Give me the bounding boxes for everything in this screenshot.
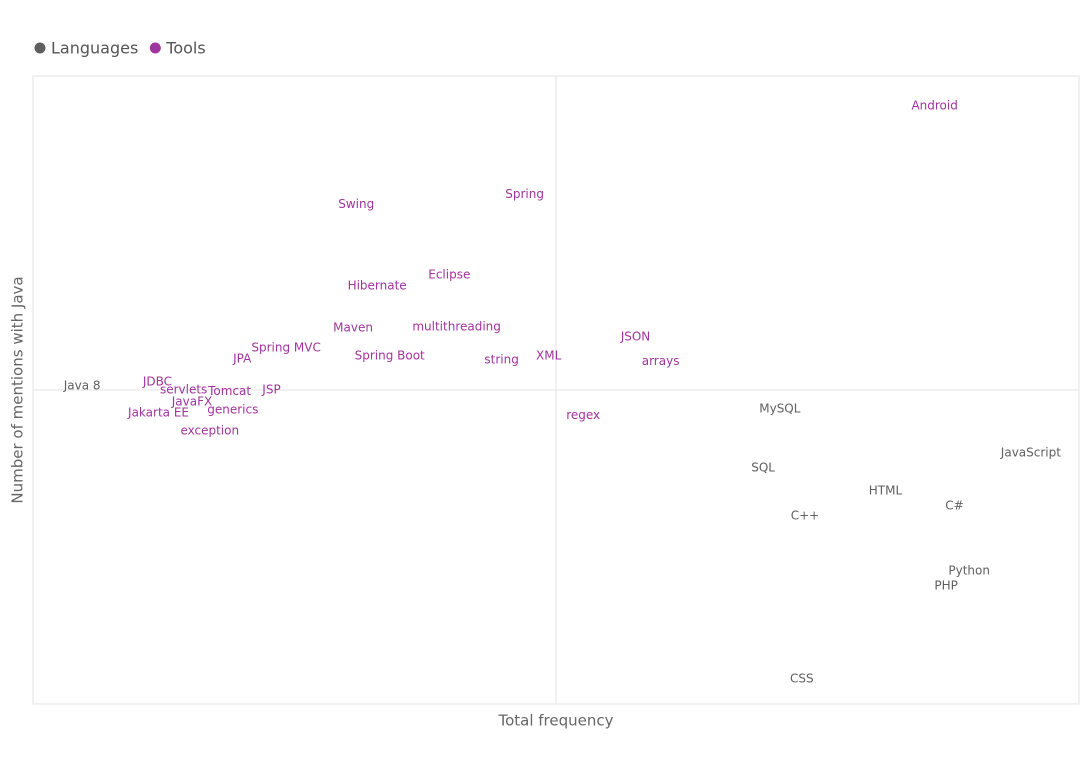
point-label: CSS (790, 671, 814, 685)
point-label: Tomcat (207, 384, 251, 398)
point-label: Eclipse (428, 268, 470, 282)
point-label: XML (536, 349, 562, 363)
point-label: JSON (620, 330, 651, 344)
point-label: MySQL (759, 401, 801, 415)
legend-swatch (34, 42, 46, 54)
point-label: generics (207, 403, 258, 417)
point-label: SQL (751, 460, 775, 474)
point-label: JavaFX (171, 394, 212, 408)
legend: Languages Tools (34, 39, 206, 58)
point-label: HTML (869, 484, 903, 498)
point-label: Python (948, 563, 990, 577)
point-label: Spring Boot (355, 349, 425, 363)
point-label: C++ (791, 509, 820, 523)
legend-label: Tools (165, 39, 205, 58)
point-label: arrays (642, 354, 680, 368)
legend-swatch (149, 42, 161, 54)
point-label: JSP (261, 383, 280, 397)
point-label: exception (180, 423, 239, 437)
x-axis-label: Total frequency (497, 712, 613, 730)
point-label: C# (945, 499, 963, 513)
point-label: servlets (160, 383, 207, 397)
point-label: Spring (505, 187, 544, 201)
point-label: Swing (338, 197, 374, 211)
point-label: JavaScript (1000, 445, 1061, 459)
point-label: Jakarta EE (127, 406, 189, 420)
point-label: string (484, 352, 518, 366)
point-label: JDBC (142, 374, 172, 388)
legend-label: Languages (51, 39, 138, 58)
point-label: Maven (333, 320, 373, 334)
y-axis-label: Number of mentions with Java (9, 276, 27, 503)
point-label: multithreading (412, 320, 501, 334)
point-label: Hibernate (348, 278, 407, 292)
point-label: Android (911, 99, 957, 113)
point-label: Java 8 (63, 379, 101, 393)
point-label: PHP (934, 578, 958, 592)
point-label: regex (566, 408, 600, 422)
point-label: JPA (232, 352, 252, 366)
point-label: Spring MVC (251, 340, 320, 354)
